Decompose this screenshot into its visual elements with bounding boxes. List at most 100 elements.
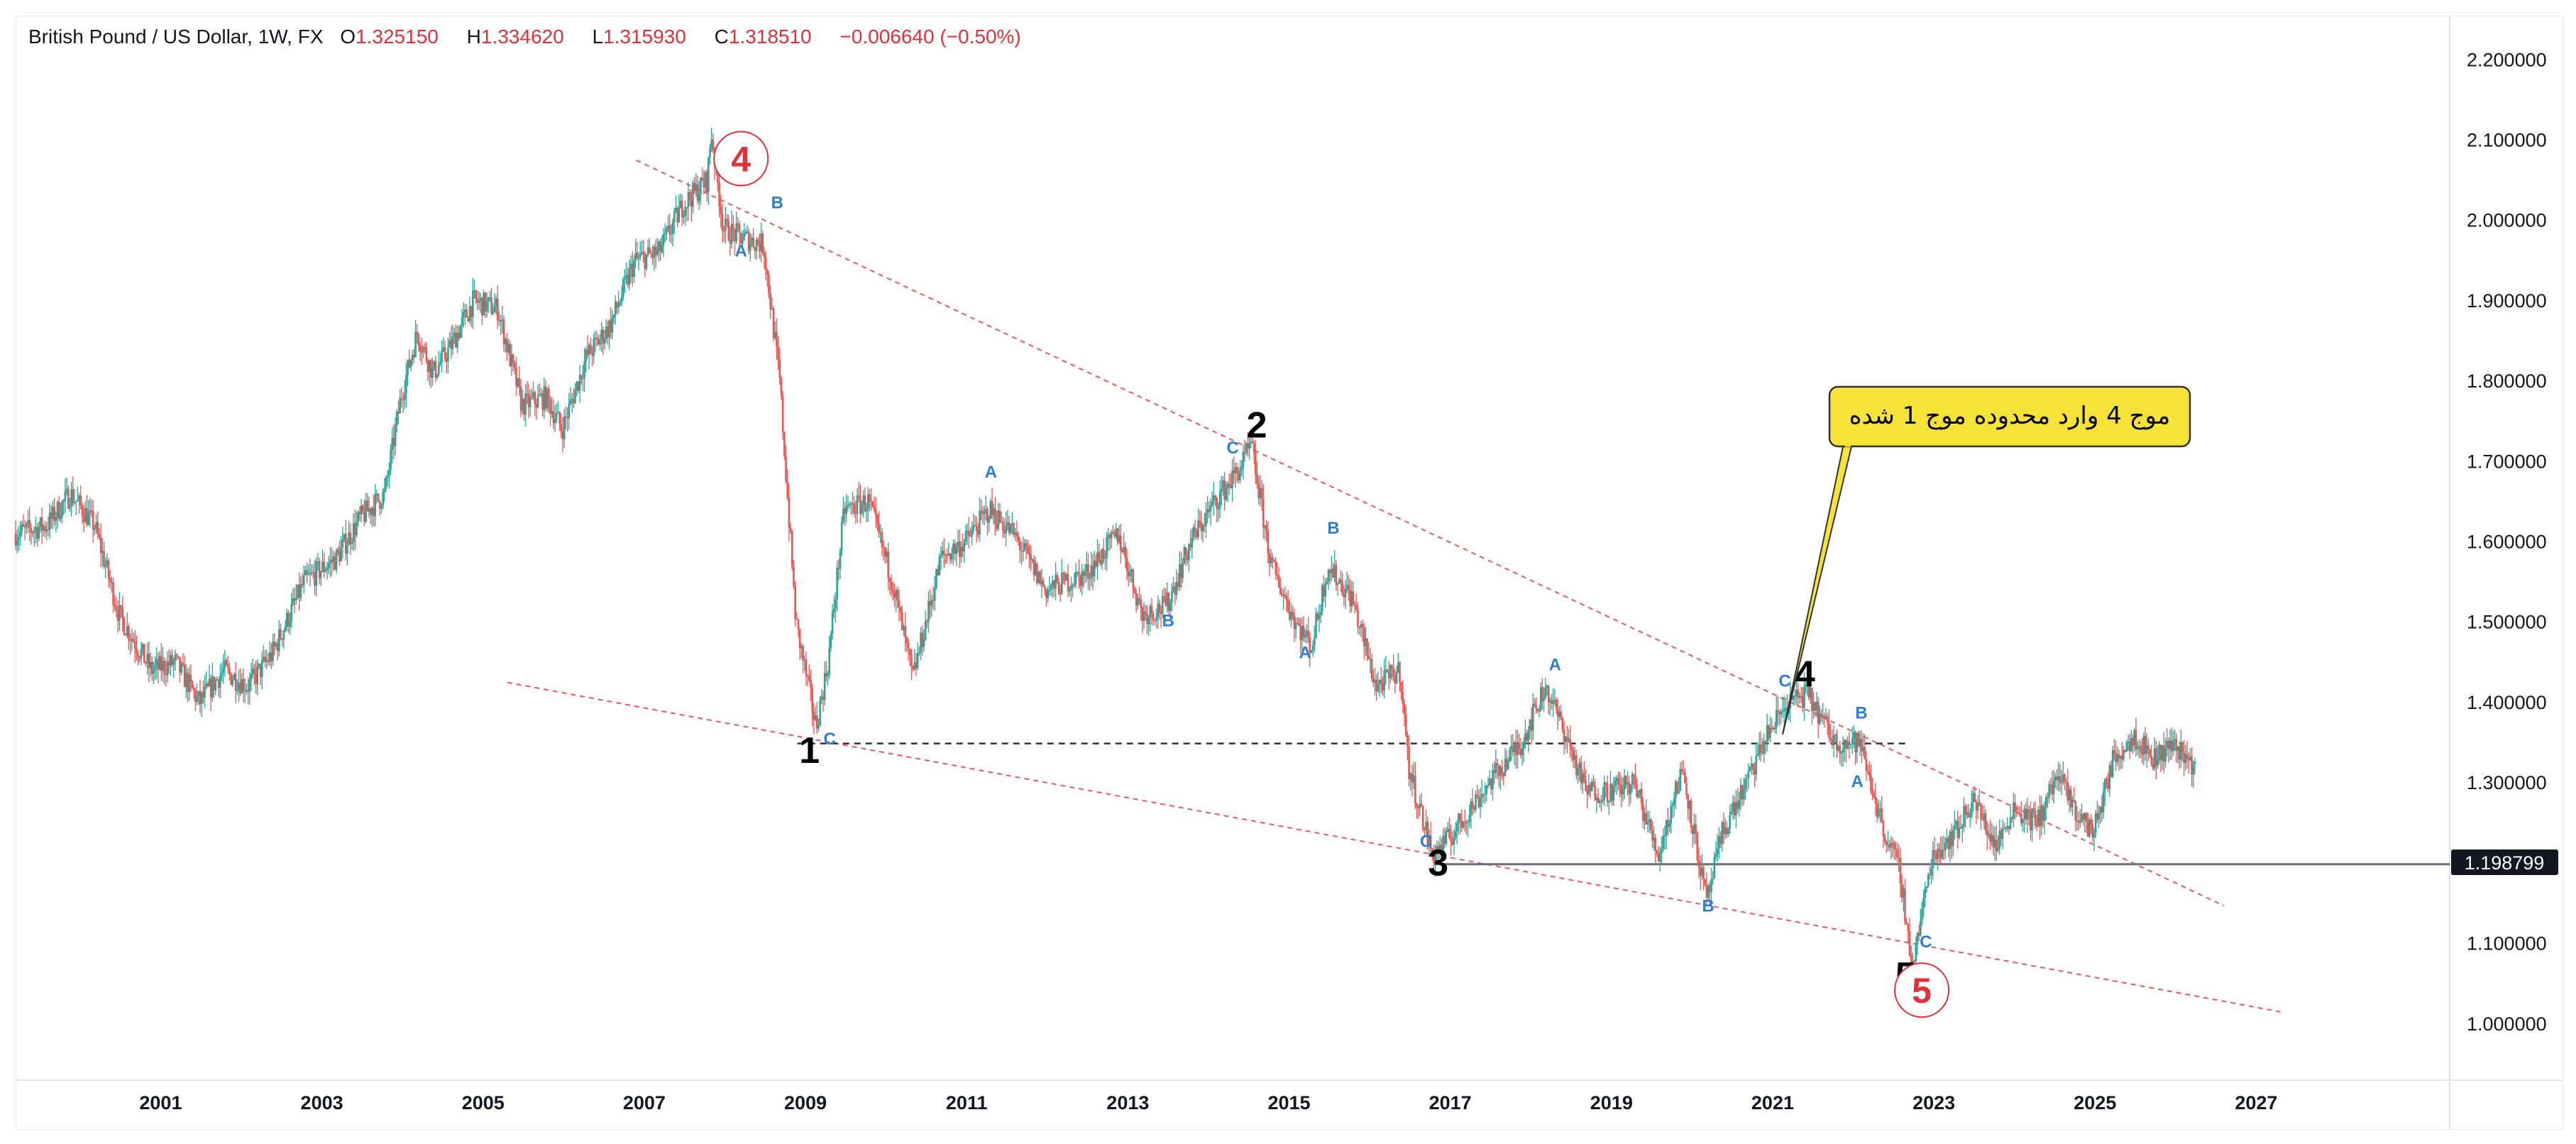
candle-body <box>2164 748 2167 762</box>
candle-body <box>1732 802 1734 813</box>
candle-body <box>1727 828 1729 835</box>
candle-body <box>222 668 224 673</box>
candle-body <box>778 360 781 378</box>
candle-body <box>1888 845 1890 848</box>
candle-body <box>1073 585 1076 586</box>
candle-body <box>1360 624 1363 627</box>
candle-body <box>50 512 53 519</box>
candle-body <box>814 715 817 720</box>
candle-body <box>282 630 285 640</box>
candle-body <box>1932 850 1934 869</box>
candle-body <box>28 519 31 529</box>
candle-body <box>898 600 901 607</box>
candle-body <box>668 225 671 235</box>
candle-body <box>1925 886 1928 889</box>
trendline <box>507 681 2281 1013</box>
candle-body <box>1463 821 1466 823</box>
candle-body <box>1414 775 1416 804</box>
candle-body <box>1868 771 1871 776</box>
candle-body <box>693 182 695 192</box>
price-tag-label: 1.198799 <box>2465 852 2545 874</box>
candle-body <box>318 561 321 578</box>
candle-body <box>1518 744 1520 749</box>
candle-body <box>686 207 688 209</box>
candle-body <box>915 662 918 669</box>
candle-body <box>667 225 669 229</box>
candle-body <box>375 493 378 495</box>
candle-body <box>946 555 948 556</box>
candle-body <box>351 541 353 544</box>
candle-body <box>310 572 313 573</box>
candle-body <box>356 521 358 536</box>
candle-body <box>1200 522 1203 532</box>
candle-body <box>1671 805 1674 807</box>
candle-body <box>1408 746 1410 779</box>
candle-body <box>1997 848 1999 851</box>
candle-body <box>255 672 257 684</box>
candle-body <box>1560 711 1562 718</box>
candle-body <box>242 678 245 692</box>
candle-body <box>1620 784 1623 795</box>
chart-frame <box>16 16 2563 1130</box>
candle-body <box>1045 588 1047 598</box>
candle-body <box>695 184 698 192</box>
callout-annotation[interactable]: موج 4 وارد محدوده موج 1 شده <box>1782 385 2191 735</box>
candle-body <box>997 510 1000 529</box>
candle-body <box>1226 483 1229 488</box>
candle-body <box>1040 580 1043 584</box>
candle-body <box>365 500 367 522</box>
candle-body <box>659 241 661 253</box>
candle-body <box>1262 498 1265 528</box>
candle-body <box>2005 827 2007 829</box>
change-value: −0.006640 (−0.50%) <box>840 26 1021 48</box>
candle-body <box>585 349 588 362</box>
candle-body <box>171 654 173 666</box>
candle-body <box>106 560 109 566</box>
candle-body <box>1180 564 1182 578</box>
candle-body <box>2113 749 2115 754</box>
candle-body <box>1031 559 1034 561</box>
candle-body <box>941 551 944 556</box>
candle-body <box>972 525 975 530</box>
candle-body <box>1251 441 1254 444</box>
candle-body <box>1009 524 1012 533</box>
candle-body <box>1773 727 1776 730</box>
candle-body <box>263 656 265 660</box>
candle-body <box>1590 781 1593 791</box>
candle-body <box>1471 801 1474 808</box>
candle-body <box>907 642 910 649</box>
candle-body <box>932 600 935 602</box>
candle-body <box>458 332 460 339</box>
candle-body <box>602 329 605 344</box>
candle-body <box>637 257 640 258</box>
candle-body <box>2084 813 2086 820</box>
candle-body <box>1411 773 1414 783</box>
candle-body <box>1160 612 1162 614</box>
candle-body <box>1450 837 1452 842</box>
candle-body <box>1688 800 1691 809</box>
candle-body <box>1028 553 1030 555</box>
candle-body <box>1141 607 1144 621</box>
candle-body <box>165 673 167 676</box>
candle-body <box>1726 827 1728 835</box>
candle-body <box>1259 488 1262 499</box>
candle-body <box>1712 878 1714 880</box>
candle-body <box>1394 676 1397 684</box>
candle-body <box>275 643 277 647</box>
candle-body <box>331 559 333 563</box>
candle-body <box>1563 729 1565 742</box>
candle-body <box>1011 523 1013 525</box>
candle-body <box>1392 668 1395 677</box>
candle-body <box>658 241 660 250</box>
candle-body <box>2059 776 2062 783</box>
candle-body <box>390 449 392 471</box>
candle-body <box>789 528 792 532</box>
candle-body <box>2142 735 2145 755</box>
circled-wave-marker <box>1894 962 1950 1018</box>
candle-body <box>1270 557 1272 563</box>
candle-body <box>653 246 656 258</box>
candle-body <box>204 686 206 698</box>
candle-body <box>1053 581 1055 589</box>
candle-body <box>53 506 55 522</box>
